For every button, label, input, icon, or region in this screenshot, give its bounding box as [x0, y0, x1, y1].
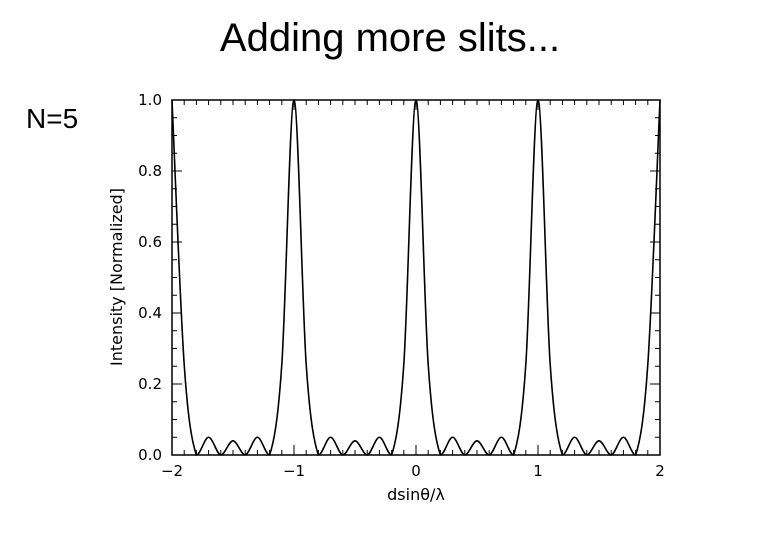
- plot-frame: [171, 99, 661, 456]
- y-tick-label: 0.0: [138, 446, 162, 464]
- slit-count-label: N=5: [26, 103, 79, 134]
- x-tick-label: −1: [283, 462, 305, 480]
- x-tick-label: −2: [161, 462, 183, 480]
- y-tick-label: 0.4: [138, 304, 162, 322]
- y-tick-label: 0.8: [138, 162, 162, 180]
- y-tick-label: 1.0: [138, 91, 162, 109]
- tick-labels: −2 −1 0 1 2 0.0 0.2 0.4 0.6 0.8 1.0: [138, 91, 665, 480]
- x-axis-label: dsinθ/λ: [387, 485, 445, 504]
- axis-ticks: [171, 99, 661, 456]
- x-tick-label: 1: [533, 462, 543, 480]
- x-tick-label: 2: [655, 462, 665, 480]
- y-tick-label: 0.6: [138, 233, 162, 251]
- y-tick-label: 0.2: [138, 375, 162, 393]
- slide-title: Adding more slits...: [219, 16, 561, 60]
- y-axis-label: Intensity [Normalized]: [107, 188, 126, 366]
- x-tick-label: 0: [411, 462, 421, 480]
- intensity-curve: [171, 99, 661, 456]
